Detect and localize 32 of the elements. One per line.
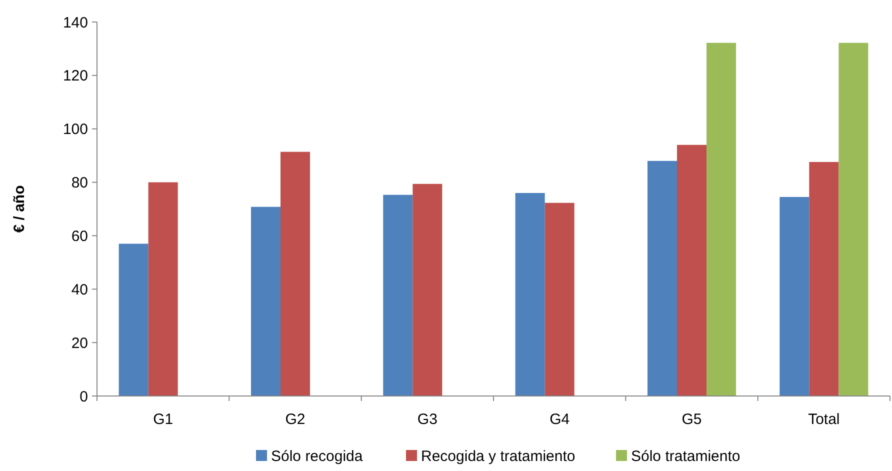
x-tick-label: G2 xyxy=(285,411,306,428)
legend-label: Sólo recogida xyxy=(271,448,364,465)
bar xyxy=(544,202,574,396)
bar xyxy=(280,152,310,396)
bar xyxy=(148,182,178,396)
y-tick-label: 0 xyxy=(80,388,88,406)
y-tick-label: 60 xyxy=(71,228,88,245)
x-tick-label: G5 xyxy=(682,411,702,428)
bar xyxy=(383,194,413,396)
bar xyxy=(809,162,839,396)
y-axis-title: € / año xyxy=(11,185,28,233)
bar xyxy=(412,184,442,396)
bar xyxy=(647,160,677,396)
bar xyxy=(838,42,868,396)
y-tick-label: 40 xyxy=(71,281,88,298)
y-tick-label: 120 xyxy=(62,68,88,85)
legend-label: Recogida y tratamiento xyxy=(421,448,576,465)
legend-label: Sólo tratamiento xyxy=(631,448,740,465)
bar xyxy=(780,196,810,396)
x-tick-label: G3 xyxy=(417,411,438,428)
bar xyxy=(118,244,148,396)
y-tick-label: 140 xyxy=(62,14,88,32)
y-tick-label: 100 xyxy=(62,121,88,138)
x-tick-label: Total xyxy=(808,411,840,428)
x-tick-label: G1 xyxy=(153,411,174,428)
bar xyxy=(676,144,707,396)
y-tick-label: 80 xyxy=(71,174,88,192)
x-tick-label: G4 xyxy=(550,411,570,428)
bar xyxy=(515,192,545,396)
bar xyxy=(706,42,736,396)
bar xyxy=(250,206,280,396)
y-tick-label: 20 xyxy=(71,334,88,352)
